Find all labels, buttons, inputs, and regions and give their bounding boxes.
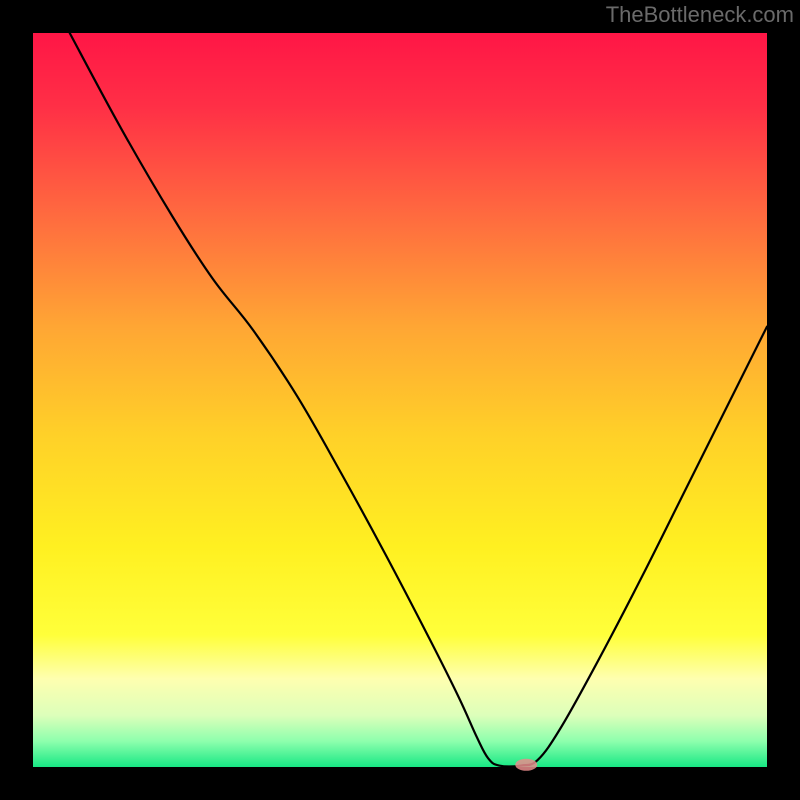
plot-background [33, 33, 767, 767]
watermark-text: TheBottleneck.com [606, 2, 794, 28]
optimal-marker [515, 759, 537, 771]
chart-container: TheBottleneck.com [0, 0, 800, 800]
chart-svg [0, 0, 800, 800]
